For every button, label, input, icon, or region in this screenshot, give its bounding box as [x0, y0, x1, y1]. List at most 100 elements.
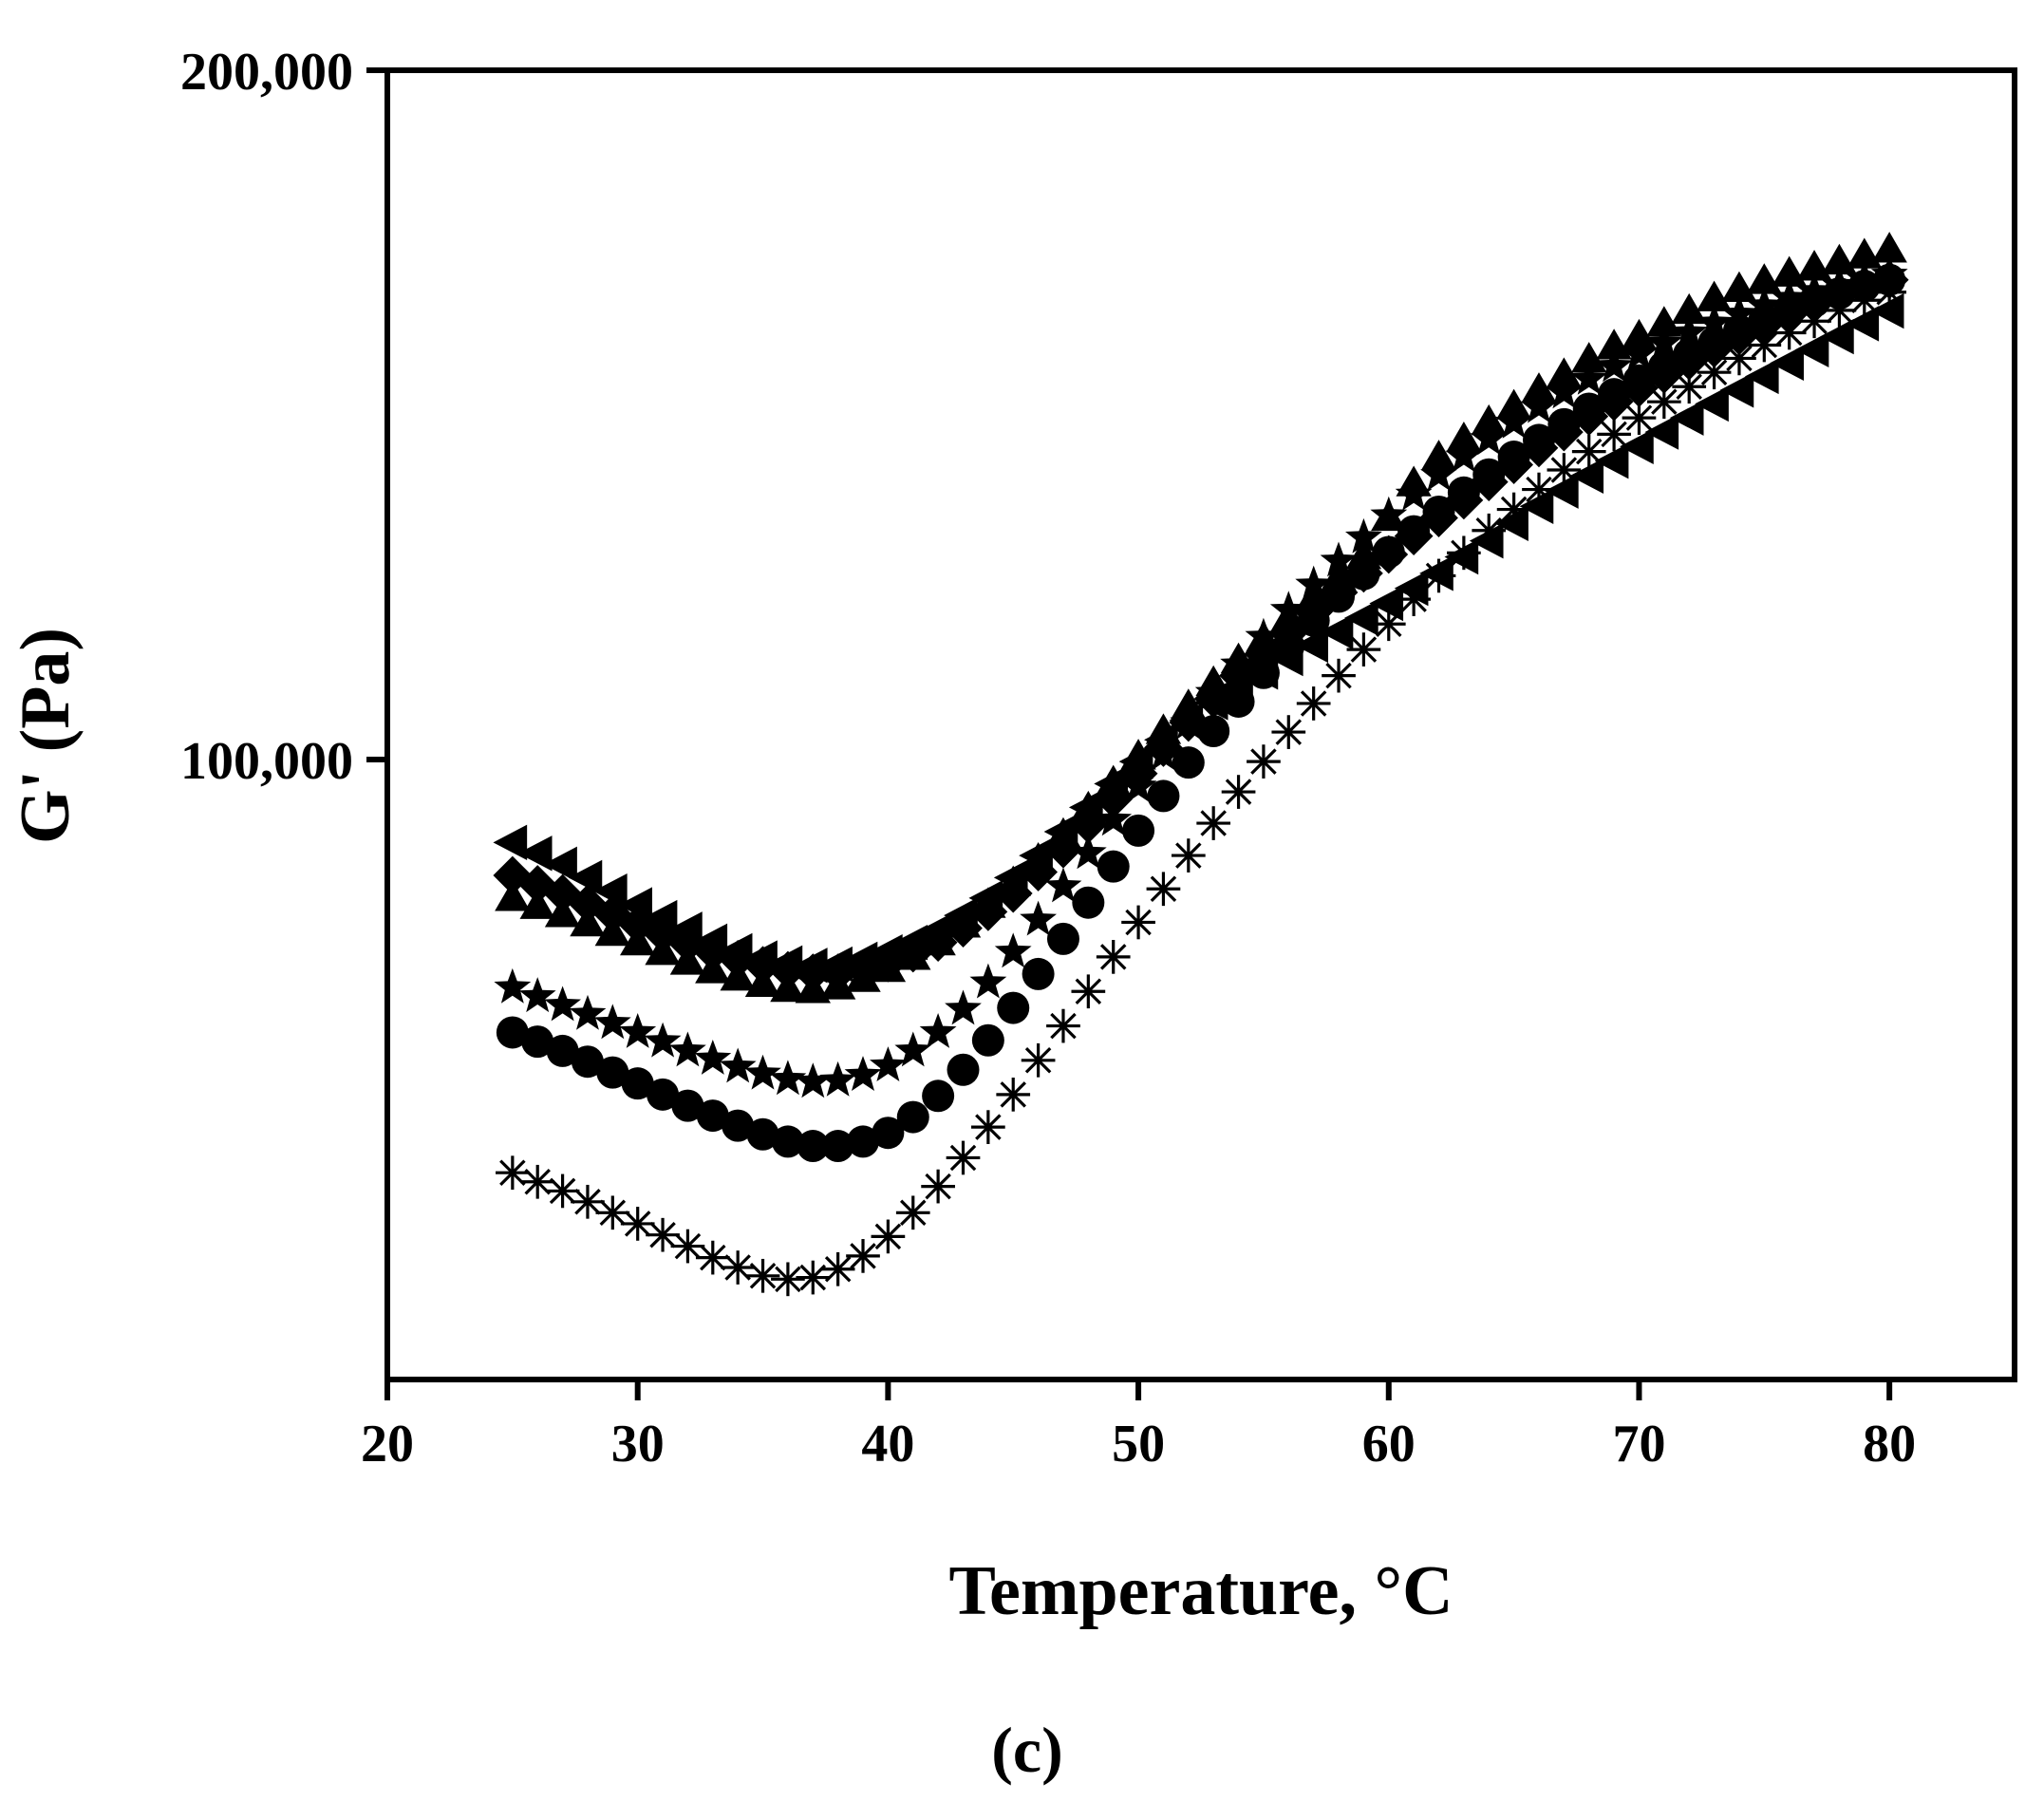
point-triangle-up-69	[1596, 328, 1632, 360]
point-diamond-37	[793, 953, 833, 992]
point-star-35	[744, 1054, 781, 1090]
point-star-75	[1745, 286, 1783, 322]
point-circle-54	[1222, 685, 1255, 718]
point-asterisk-80	[1872, 274, 1907, 310]
point-triangle-left-28	[568, 859, 603, 896]
point-star-46	[1020, 900, 1057, 936]
x-tick-label-50: 50	[1112, 1415, 1165, 1474]
point-circle-27	[546, 1034, 579, 1067]
point-star-67	[1546, 373, 1583, 409]
point-star-65	[1495, 403, 1532, 439]
point-diamond-43	[944, 909, 983, 948]
point-asterisk-63	[1447, 535, 1481, 571]
x-tick-label-40: 40	[861, 1415, 914, 1474]
point-asterisk-54	[1221, 775, 1256, 809]
point-circle-70	[1622, 364, 1656, 397]
y-tick-label-100000: 100,000	[180, 732, 353, 791]
point-circle-33	[696, 1099, 729, 1133]
point-triangle-left-57	[1294, 627, 1328, 664]
series-asterisk	[495, 274, 1907, 1297]
point-circle-31	[647, 1078, 680, 1111]
point-diamond-49	[1094, 779, 1134, 819]
point-asterisk-59	[1346, 632, 1381, 666]
point-asterisk-76	[1772, 315, 1807, 350]
point-circle-50	[1122, 814, 1155, 847]
point-circle-69	[1598, 378, 1631, 411]
point-asterisk-27	[545, 1173, 580, 1209]
point-asterisk-57	[1296, 686, 1331, 721]
point-circle-35	[746, 1117, 779, 1151]
point-star-27	[544, 985, 581, 1022]
point-star-40	[870, 1046, 907, 1081]
y-axis: 100,000 200,000	[180, 43, 387, 791]
point-circle-73	[1697, 326, 1731, 359]
point-asterisk-43	[946, 1140, 981, 1175]
point-asterisk-65	[1496, 492, 1531, 527]
point-star-69	[1595, 347, 1633, 383]
point-asterisk-32	[670, 1229, 705, 1264]
point-triangle-up-73	[1696, 280, 1733, 311]
x-tick-label-20: 20	[361, 1415, 414, 1474]
point-asterisk-55	[1247, 744, 1281, 779]
point-star-53	[1194, 673, 1232, 709]
point-star-68	[1570, 359, 1608, 395]
point-circle-48	[1072, 886, 1105, 919]
point-star-47	[1044, 867, 1082, 903]
point-asterisk-25	[495, 1155, 530, 1191]
point-triangle-left-72	[1669, 400, 1704, 436]
point-star-42	[919, 1013, 957, 1048]
point-asterisk-77	[1797, 304, 1831, 339]
point-triangle-up-80	[1871, 232, 1907, 263]
point-circle-32	[671, 1089, 704, 1122]
series-layer	[493, 232, 1909, 1297]
point-star-45	[994, 932, 1032, 968]
point-asterisk-56	[1271, 715, 1306, 749]
point-triangle-left-75	[1744, 358, 1779, 395]
point-triangle-left-61	[1394, 570, 1429, 607]
point-circle-39	[847, 1125, 880, 1158]
point-circle-51	[1147, 779, 1180, 813]
point-triangle-left-25	[493, 824, 528, 861]
point-asterisk-78	[1822, 293, 1857, 328]
point-asterisk-58	[1322, 658, 1356, 693]
point-triangle-up-70	[1621, 318, 1658, 350]
point-asterisk-74	[1722, 341, 1756, 376]
point-circle-46	[1022, 957, 1055, 990]
point-circle-47	[1046, 922, 1079, 955]
point-triangle-left-77	[1794, 331, 1829, 368]
point-asterisk-41	[895, 1195, 930, 1230]
point-star-28	[569, 994, 607, 1030]
point-asterisk-53	[1196, 806, 1231, 840]
point-circle-45	[997, 991, 1030, 1024]
point-asterisk-75	[1747, 328, 1782, 363]
point-circle-58	[1322, 580, 1356, 613]
point-asterisk-69	[1597, 417, 1631, 452]
point-asterisk-28	[571, 1184, 605, 1219]
point-asterisk-61	[1397, 582, 1431, 616]
x-axis-title: Temperature, °C	[948, 1552, 1453, 1630]
point-asterisk-64	[1472, 513, 1507, 548]
point-triangle-up-71	[1646, 306, 1682, 337]
point-circle-74	[1722, 314, 1755, 347]
point-circle-56	[1272, 629, 1305, 663]
point-triangle-left-58	[1319, 613, 1354, 650]
point-star-73	[1696, 303, 1733, 339]
point-asterisk-36	[771, 1262, 805, 1297]
point-star-54	[1220, 645, 1257, 681]
point-triangle-left-27	[543, 846, 577, 883]
point-asterisk-48	[1071, 974, 1106, 1009]
point-asterisk-52	[1171, 838, 1206, 873]
point-star-56	[1269, 591, 1307, 627]
point-triangle-up-64	[1471, 404, 1507, 436]
point-circle-44	[971, 1023, 1004, 1057]
point-triangle-left-79	[1845, 306, 1880, 342]
point-asterisk-51	[1146, 872, 1181, 907]
point-star-34	[719, 1047, 757, 1083]
point-asterisk-29	[595, 1195, 630, 1230]
point-diamond-54	[1219, 656, 1258, 696]
point-circle-43	[947, 1053, 980, 1086]
point-asterisk-44	[971, 1110, 1005, 1144]
point-triangle-left-59	[1344, 600, 1378, 636]
point-asterisk-67	[1547, 453, 1582, 487]
